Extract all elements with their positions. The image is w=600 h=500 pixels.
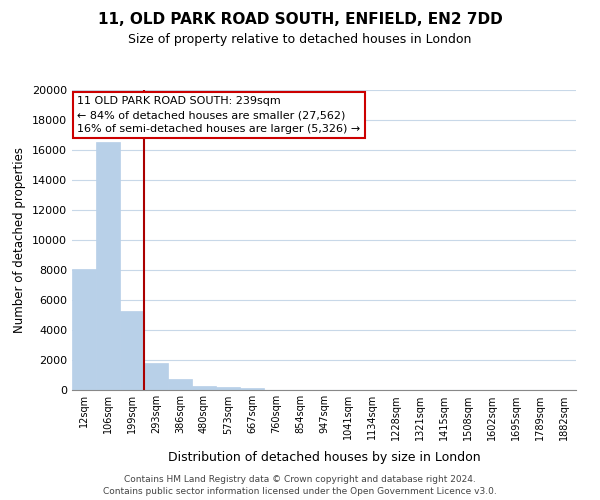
- Bar: [72, 268, 96, 390]
- Bar: [96, 142, 120, 390]
- Bar: [144, 363, 168, 390]
- Text: Contains HM Land Registry data © Crown copyright and database right 2024.: Contains HM Land Registry data © Crown c…: [124, 475, 476, 484]
- Bar: [216, 387, 240, 390]
- Bar: [168, 379, 192, 390]
- Bar: [192, 386, 216, 390]
- Y-axis label: Number of detached properties: Number of detached properties: [13, 147, 26, 333]
- Bar: [120, 310, 144, 390]
- Text: 11, OLD PARK ROAD SOUTH, ENFIELD, EN2 7DD: 11, OLD PARK ROAD SOUTH, ENFIELD, EN2 7D…: [98, 12, 502, 28]
- Text: Size of property relative to detached houses in London: Size of property relative to detached ho…: [128, 32, 472, 46]
- X-axis label: Distribution of detached houses by size in London: Distribution of detached houses by size …: [167, 451, 481, 464]
- Text: Contains public sector information licensed under the Open Government Licence v3: Contains public sector information licen…: [103, 488, 497, 496]
- Bar: [240, 388, 264, 390]
- Text: 11 OLD PARK ROAD SOUTH: 239sqm
← 84% of detached houses are smaller (27,562)
16%: 11 OLD PARK ROAD SOUTH: 239sqm ← 84% of …: [77, 96, 360, 134]
